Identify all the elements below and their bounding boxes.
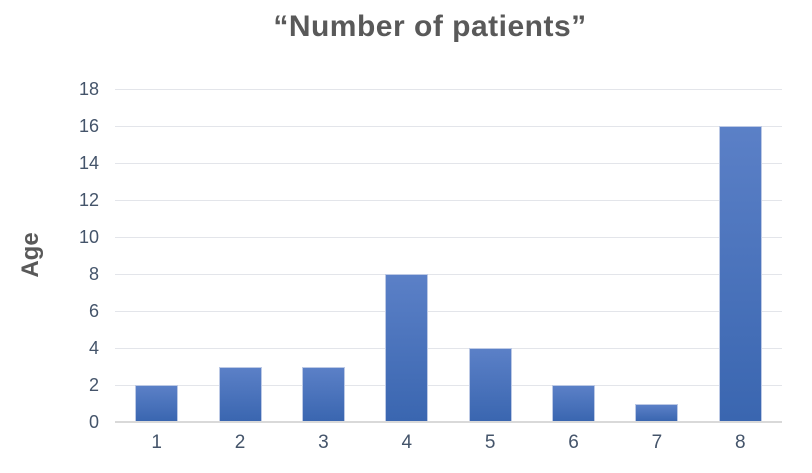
gridline [115, 126, 782, 127]
x-tick-label: 5 [484, 432, 496, 453]
gridline [115, 89, 782, 90]
x-tick-label: 8 [735, 432, 746, 453]
gridline [115, 348, 782, 349]
bar [718, 126, 762, 422]
y-axis-title: Age [17, 232, 44, 278]
bar [635, 403, 679, 422]
bar [218, 366, 262, 422]
x-tick-label: 1 [151, 432, 162, 453]
gridline [115, 237, 782, 238]
x-tick-label: 7 [651, 432, 663, 453]
gridline [115, 163, 782, 164]
gridline [115, 385, 782, 386]
gridline [115, 311, 782, 312]
y-tick-label: 16 [78, 116, 99, 136]
y-tick-label: 0 [88, 412, 99, 432]
gridline [115, 274, 782, 275]
bar [135, 385, 179, 422]
y-tick-label: 4 [88, 338, 99, 358]
bar [468, 348, 512, 422]
y-tick-label: 18 [78, 79, 99, 99]
plot-area [115, 89, 782, 423]
y-tick-label: 2 [88, 375, 99, 395]
x-axis-line [115, 421, 782, 423]
bar [385, 274, 429, 422]
y-tick-label: 12 [78, 190, 99, 210]
y-tick-label: 8 [88, 264, 99, 284]
chart-title: “Number of patients” [273, 10, 587, 43]
y-tick-label: 6 [88, 301, 99, 321]
bar [301, 366, 345, 422]
bar [552, 385, 596, 422]
x-tick-label: 3 [318, 432, 329, 453]
gridline [115, 200, 782, 201]
y-tick-label: 10 [78, 227, 99, 247]
x-tick-label: 6 [568, 432, 579, 453]
y-tick-label: 14 [78, 153, 99, 173]
x-tick-label: 4 [401, 432, 413, 453]
x-tick-label: 2 [234, 432, 246, 453]
